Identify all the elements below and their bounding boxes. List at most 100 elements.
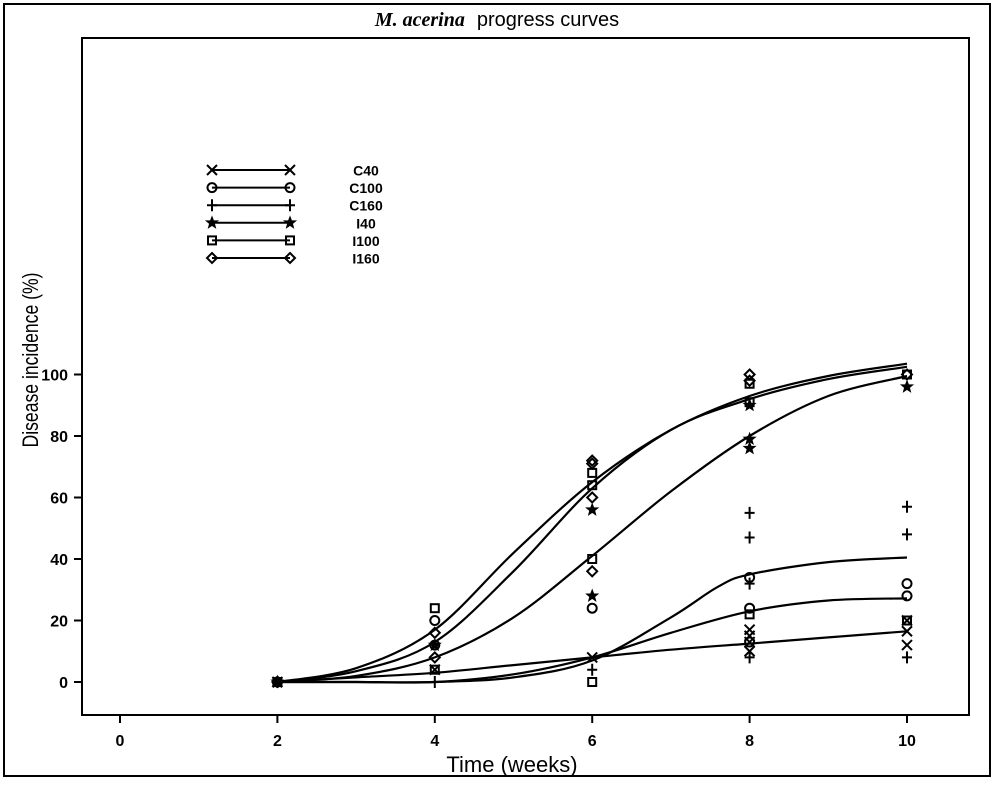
diamond-marker-shape	[743, 374, 757, 388]
star-marker-shape	[742, 440, 757, 455]
data-point-i160	[585, 457, 599, 471]
plus-marker-shape	[207, 199, 217, 212]
fitted-curve-1	[277, 362, 908, 684]
data-point-i160	[743, 374, 757, 388]
x-marker-shape	[586, 651, 598, 664]
data-point-c100	[901, 578, 913, 590]
data-point-c160	[587, 663, 598, 676]
plus-marker-shape	[902, 651, 912, 664]
legend-marker-start-i40	[204, 215, 220, 229]
plus-marker-shape	[744, 577, 755, 590]
fitted-curves	[277, 362, 908, 684]
data-point-i160	[428, 650, 442, 664]
data-point-c160	[744, 651, 755, 664]
legend-marker-end-i100	[285, 235, 295, 246]
square-marker-shape	[207, 235, 217, 246]
data-points	[270, 368, 915, 689]
legend-marker-start-c40	[206, 164, 218, 176]
star-marker-shape	[899, 379, 915, 393]
data-point-c160	[902, 528, 912, 541]
legend-marker-start-c100	[206, 182, 218, 194]
diamond-marker-shape	[270, 675, 284, 689]
plus-marker-shape	[744, 651, 755, 664]
plus-marker-shape	[902, 528, 912, 541]
data-point-c160	[902, 651, 912, 664]
x-tick-label: 10	[898, 733, 916, 750]
square-marker-shape	[429, 664, 440, 675]
data-point-i160	[270, 675, 284, 689]
data-point-c40	[901, 625, 913, 637]
legend-marker-start-i160	[205, 251, 219, 265]
data-point-c40	[586, 651, 598, 664]
square-marker-shape	[587, 467, 598, 478]
square-marker-shape	[587, 554, 598, 564]
data-point-i100	[587, 480, 598, 491]
data-point-i40	[427, 637, 442, 652]
outer-frame	[3, 3, 991, 777]
data-point-i100	[587, 467, 598, 478]
x-tick-label: 6	[588, 733, 597, 750]
x-tick-label: 8	[745, 733, 754, 750]
diamond-marker-shape	[585, 564, 599, 578]
y-tick-label: 80	[50, 429, 68, 446]
chart-title: M. acerina progress curves	[374, 9, 619, 31]
star-marker-shape	[585, 588, 600, 602]
data-point-i100	[744, 397, 755, 408]
diamond-marker-shape	[585, 491, 599, 504]
data-point-c160	[744, 506, 755, 519]
data-point-c160	[429, 676, 440, 688]
data-point-c40	[743, 624, 756, 636]
y-tick-label: 40	[50, 552, 68, 569]
fitted-curve-3	[277, 374, 908, 684]
square-marker-shape	[587, 677, 598, 687]
star-marker-shape	[204, 215, 220, 229]
diamond-marker-shape	[743, 368, 757, 381]
diamond-marker-shape	[205, 251, 219, 265]
legend-label-i160: I160	[352, 251, 379, 267]
plus-marker-shape	[285, 199, 295, 212]
diamond-marker-shape	[428, 650, 442, 664]
data-point-i100	[744, 609, 755, 620]
legend-label-i40: I40	[356, 215, 376, 231]
star-marker-shape	[427, 637, 442, 652]
data-point-i40	[742, 440, 757, 455]
data-point-i40	[742, 431, 757, 446]
y-tick-label: 0	[59, 675, 68, 692]
data-point-c100	[744, 636, 756, 648]
data-point-i100	[902, 615, 912, 626]
x-marker-shape	[901, 625, 913, 637]
x-tick-label: 2	[273, 733, 282, 750]
square-marker-shape	[429, 603, 440, 614]
y-tick-label: 20	[50, 614, 68, 631]
x-tick-label: 0	[116, 733, 125, 750]
diamond-marker-shape	[428, 626, 442, 640]
plot-area-frame	[81, 37, 970, 716]
legend-marker-end-i40	[282, 215, 298, 229]
data-point-i40	[585, 588, 600, 602]
square-marker-shape	[285, 235, 295, 246]
legend-label-c40: C40	[353, 163, 379, 179]
legend-label-i100: I100	[352, 233, 379, 249]
y-tick-label: 100	[41, 368, 68, 385]
legend-label-c160: C160	[349, 198, 383, 214]
legend-label-c100: C100	[349, 180, 383, 196]
square-marker-shape	[587, 480, 598, 491]
y-tick-label: 60	[50, 491, 68, 508]
plus-marker-shape	[587, 663, 598, 676]
x-marker-shape	[284, 164, 296, 176]
data-point-i40	[899, 379, 915, 393]
diamond-marker-shape	[585, 454, 599, 468]
y-axis-label: Disease incidence (%)	[19, 273, 43, 448]
data-point-i160	[900, 368, 914, 381]
x-marker-shape	[206, 164, 218, 176]
diamond-marker-shape	[585, 457, 599, 471]
data-point-i100	[429, 664, 440, 675]
data-point-i40	[585, 502, 600, 516]
star-marker-shape	[585, 502, 600, 516]
x-axis-label: Time (weeks)	[446, 752, 577, 777]
data-point-c160	[902, 500, 912, 513]
plus-marker-shape	[429, 676, 440, 688]
legend-marker-start-c160	[207, 199, 217, 212]
data-point-i160	[585, 564, 599, 578]
